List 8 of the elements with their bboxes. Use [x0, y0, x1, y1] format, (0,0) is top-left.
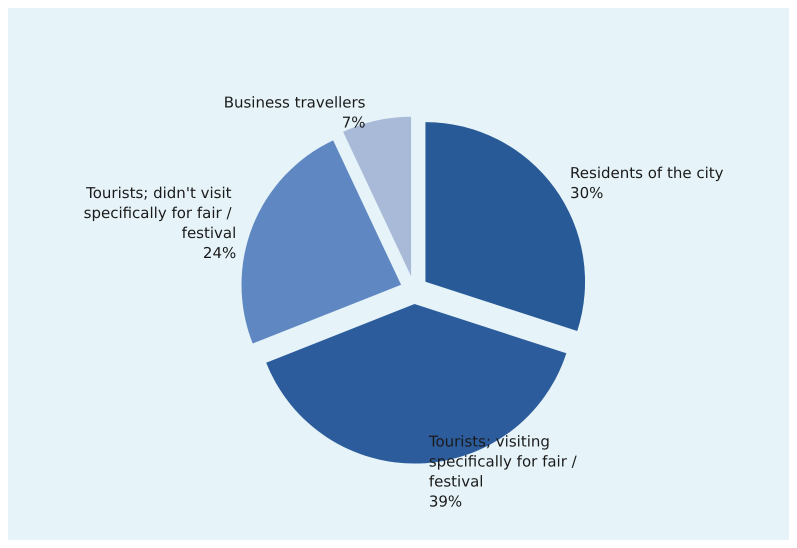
- slice-label: Tourists; visiting specifically for fair / festival: [428, 432, 582, 490]
- slice-label: Tourists; didn't visit specifically for fair / festival: [84, 184, 236, 242]
- data-label: 30%: [570, 184, 604, 202]
- slice-label: Business travellers: [224, 94, 366, 112]
- data-label: 39%: [428, 492, 462, 510]
- slice-label: Residents of the city: [570, 164, 724, 182]
- data-label: 7%: [342, 114, 366, 132]
- data-label: 24%: [202, 244, 236, 262]
